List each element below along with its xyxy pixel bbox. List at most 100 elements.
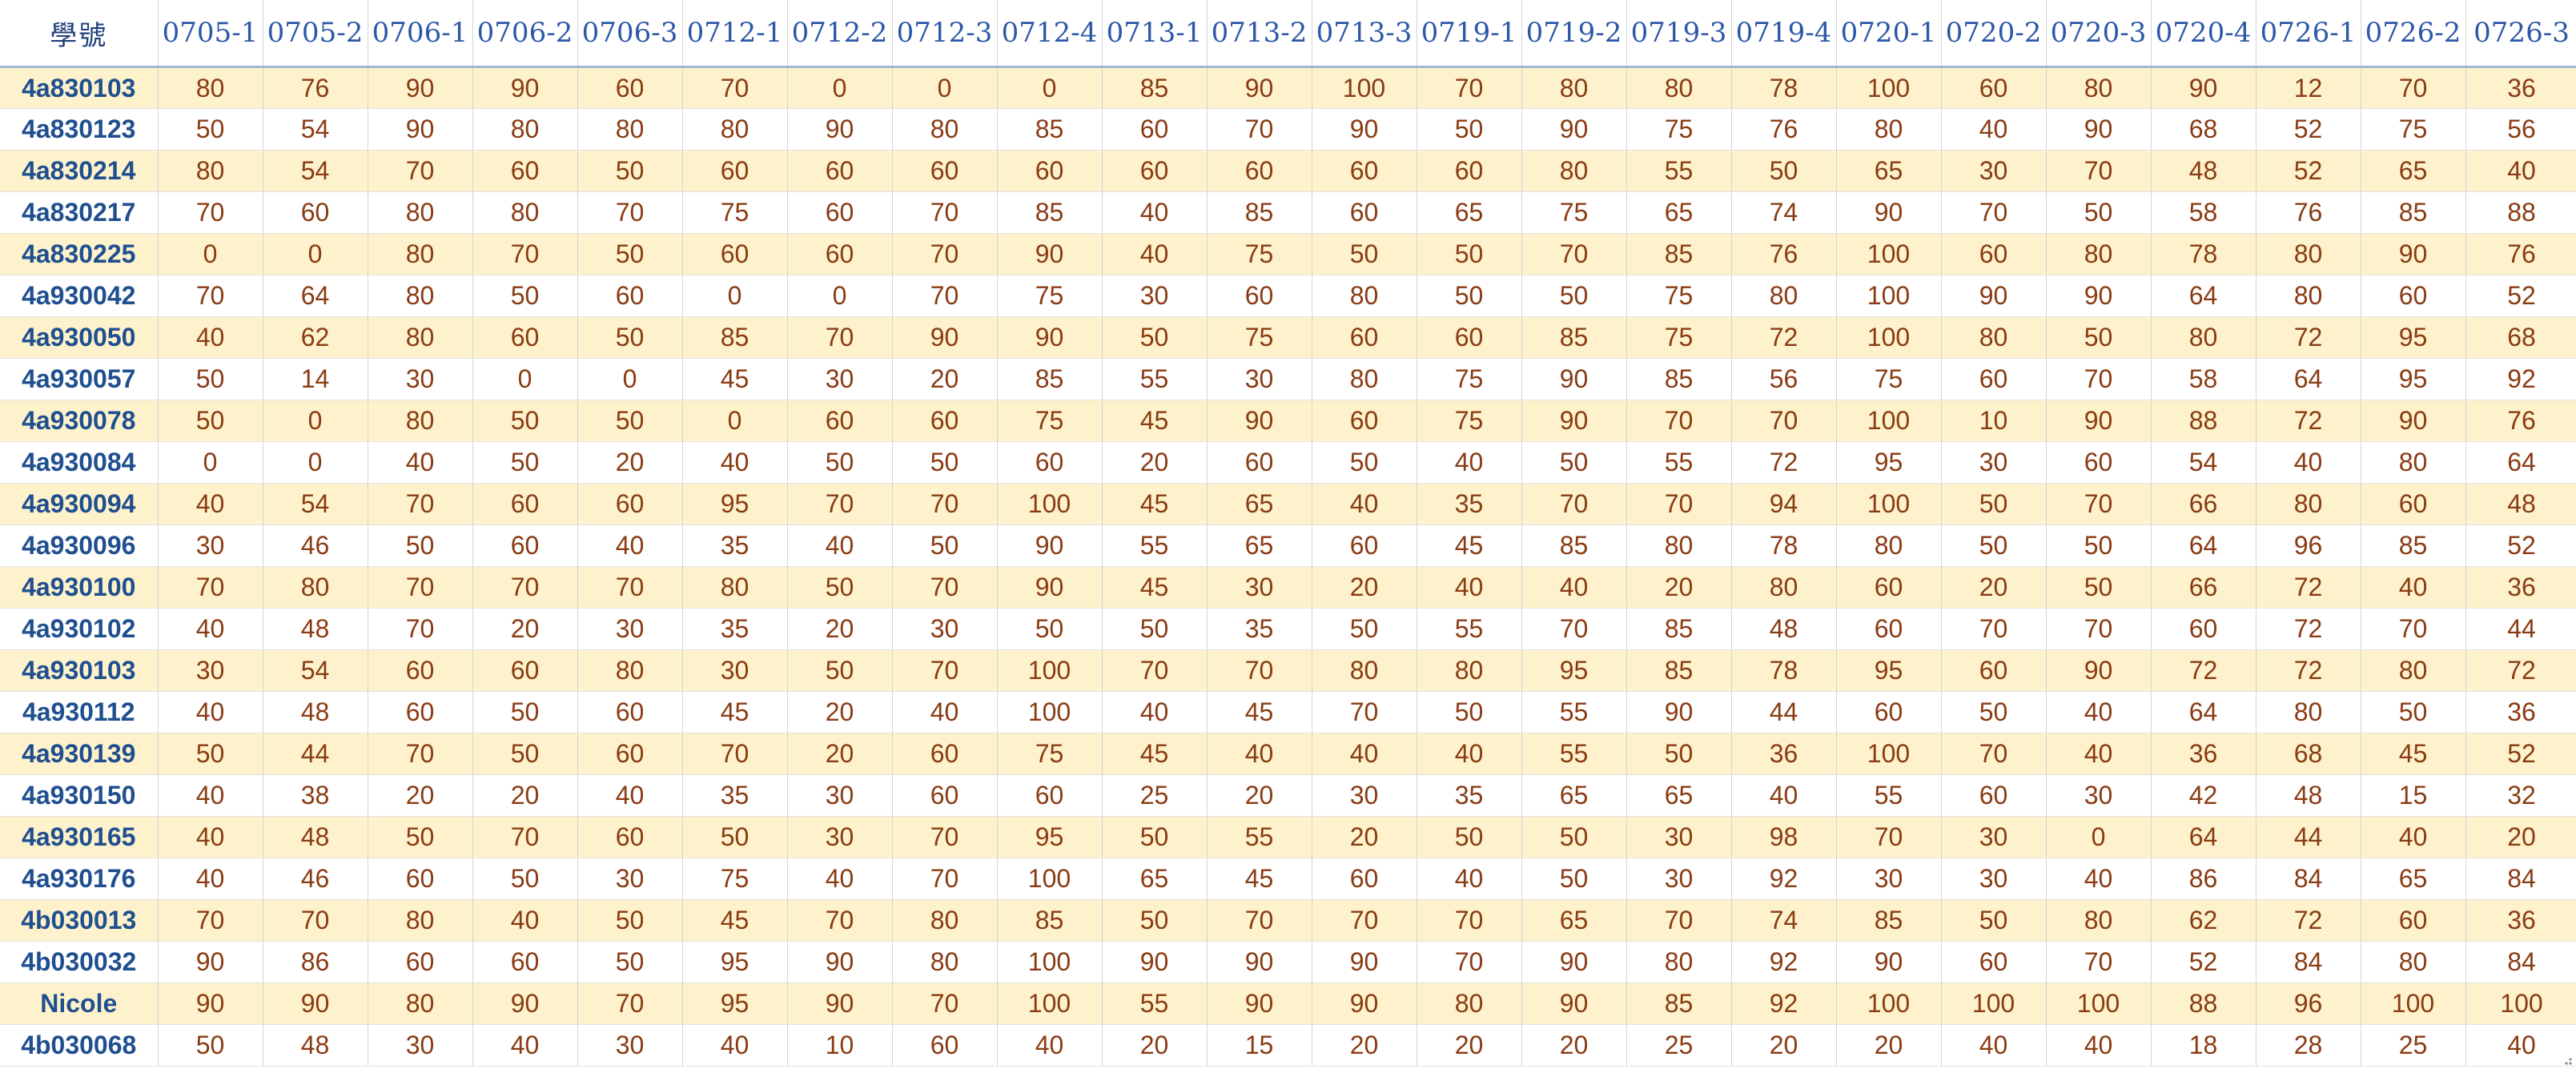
score-cell[interactable]: 70: [1836, 816, 1942, 858]
score-cell[interactable]: 80: [2151, 316, 2257, 359]
score-cell[interactable]: 70: [2361, 66, 2466, 109]
score-cell[interactable]: 30: [1941, 816, 2047, 858]
student-id-cell[interactable]: 4a830123: [0, 108, 159, 151]
score-cell[interactable]: 90: [472, 66, 578, 109]
score-cell[interactable]: 54: [263, 483, 368, 525]
score-cell[interactable]: 70: [1941, 191, 2047, 234]
score-cell[interactable]: 70: [682, 66, 788, 109]
score-cell[interactable]: 50: [1941, 524, 2047, 567]
score-cell[interactable]: 90: [892, 316, 998, 359]
score-cell[interactable]: 80: [2046, 66, 2152, 109]
score-cell[interactable]: 40: [158, 691, 263, 733]
score-cell[interactable]: 30: [368, 1024, 473, 1067]
score-cell[interactable]: 60: [1102, 150, 1208, 192]
score-cell[interactable]: 60: [1941, 774, 2047, 817]
score-cell[interactable]: 95: [682, 483, 788, 525]
score-cell[interactable]: 54: [2151, 441, 2257, 484]
score-cell[interactable]: 85: [1626, 649, 1732, 692]
score-cell[interactable]: 20: [1102, 441, 1208, 484]
score-cell[interactable]: 40: [158, 316, 263, 359]
score-cell[interactable]: 72: [2465, 649, 2576, 692]
score-cell[interactable]: 55: [1521, 691, 1627, 733]
score-cell[interactable]: 45: [682, 358, 788, 400]
score-cell[interactable]: 46: [263, 524, 368, 567]
score-cell[interactable]: 50: [1941, 483, 2047, 525]
score-cell[interactable]: 70: [1312, 691, 1417, 733]
score-cell[interactable]: 30: [1941, 858, 2047, 900]
score-cell[interactable]: 48: [263, 816, 368, 858]
score-cell[interactable]: 60: [1941, 233, 2047, 275]
score-cell[interactable]: 70: [892, 191, 998, 234]
score-cell[interactable]: 32: [2465, 774, 2576, 817]
score-cell[interactable]: 45: [1102, 483, 1208, 525]
score-cell[interactable]: 60: [1836, 566, 1942, 609]
column-header[interactable]: 0720-3: [2046, 0, 2152, 68]
score-cell[interactable]: 50: [1417, 108, 1522, 151]
score-cell[interactable]: 0: [472, 358, 578, 400]
score-cell[interactable]: 40: [787, 524, 893, 567]
score-cell[interactable]: 14: [263, 358, 368, 400]
score-cell[interactable]: 60: [682, 150, 788, 192]
column-header[interactable]: 0712-1: [682, 0, 788, 68]
score-cell[interactable]: 52: [2465, 275, 2576, 317]
score-cell[interactable]: 50: [1102, 816, 1208, 858]
score-cell[interactable]: 80: [1417, 649, 1522, 692]
score-cell[interactable]: 50: [1312, 608, 1417, 650]
score-cell[interactable]: 70: [368, 150, 473, 192]
score-cell[interactable]: 50: [787, 566, 893, 609]
score-cell[interactable]: 35: [682, 524, 788, 567]
score-cell[interactable]: 60: [2046, 441, 2152, 484]
score-cell[interactable]: 40: [1312, 733, 1417, 775]
score-cell[interactable]: 78: [1731, 649, 1837, 692]
score-cell[interactable]: 94: [1731, 483, 1837, 525]
score-cell[interactable]: 76: [263, 66, 368, 109]
score-cell[interactable]: 70: [472, 816, 578, 858]
column-header[interactable]: 0706-2: [472, 0, 578, 68]
score-cell[interactable]: 50: [158, 108, 263, 151]
score-cell[interactable]: 90: [1836, 941, 1942, 983]
score-cell[interactable]: 60: [368, 649, 473, 692]
score-cell[interactable]: 60: [1941, 941, 2047, 983]
score-cell[interactable]: 80: [2361, 441, 2466, 484]
score-cell[interactable]: 60: [472, 150, 578, 192]
score-cell[interactable]: 100: [2361, 983, 2466, 1025]
score-cell[interactable]: 70: [1207, 649, 1312, 692]
score-cell[interactable]: 75: [1207, 316, 1312, 359]
score-cell[interactable]: 70: [1626, 899, 1732, 942]
score-cell[interactable]: 64: [2151, 816, 2257, 858]
score-cell[interactable]: 50: [682, 816, 788, 858]
score-cell[interactable]: 40: [787, 858, 893, 900]
score-cell[interactable]: 60: [1102, 108, 1208, 151]
score-cell[interactable]: 50: [158, 358, 263, 400]
score-cell[interactable]: 50: [577, 233, 683, 275]
score-cell[interactable]: 48: [263, 608, 368, 650]
score-cell[interactable]: 30: [1207, 358, 1312, 400]
score-cell[interactable]: 40: [1102, 691, 1208, 733]
column-header[interactable]: 0726-1: [2256, 0, 2361, 68]
score-cell[interactable]: 60: [787, 150, 893, 192]
score-cell[interactable]: 65: [1417, 191, 1522, 234]
column-header[interactable]: 0719-4: [1731, 0, 1837, 68]
score-cell[interactable]: 40: [577, 524, 683, 567]
score-cell[interactable]: 18: [2151, 1024, 2257, 1067]
score-cell[interactable]: 60: [892, 150, 998, 192]
score-cell[interactable]: 75: [1417, 400, 1522, 442]
score-cell[interactable]: 60: [1312, 150, 1417, 192]
score-cell[interactable]: 40: [2465, 150, 2576, 192]
score-cell[interactable]: 20: [787, 733, 893, 775]
score-cell[interactable]: 30: [1626, 858, 1732, 900]
score-cell[interactable]: 0: [787, 66, 893, 109]
score-cell[interactable]: 20: [1731, 1024, 1837, 1067]
score-cell[interactable]: 65: [1626, 774, 1732, 817]
score-cell[interactable]: 60: [1312, 524, 1417, 567]
score-cell[interactable]: 72: [2256, 566, 2361, 609]
score-cell[interactable]: 40: [2361, 566, 2466, 609]
score-cell[interactable]: 86: [263, 941, 368, 983]
score-cell[interactable]: 90: [1521, 983, 1627, 1025]
score-cell[interactable]: 80: [1312, 275, 1417, 317]
student-id-cell[interactable]: 4a930084: [0, 441, 159, 484]
score-cell[interactable]: 50: [997, 608, 1103, 650]
score-cell[interactable]: 74: [1731, 899, 1837, 942]
score-cell[interactable]: 80: [1731, 275, 1837, 317]
score-cell[interactable]: 50: [1731, 150, 1837, 192]
